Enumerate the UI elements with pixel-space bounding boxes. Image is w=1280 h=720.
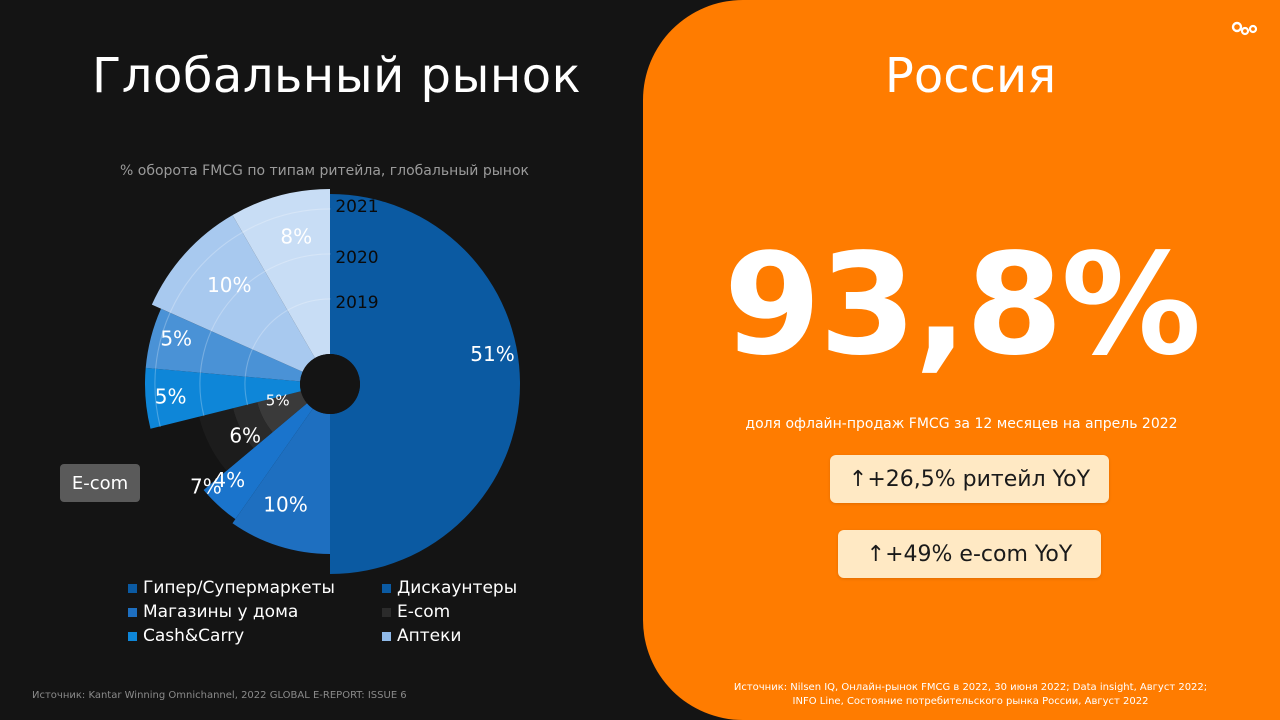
offline-share-caption: доля офлайн-продаж FMCG за 12 месяцев на… [745, 416, 1178, 432]
legend-item-convenience: Магазины у дома [128, 601, 382, 623]
pie-segment [232, 189, 330, 359]
offline-share-value: 93,8% [723, 224, 1202, 387]
ecom-badge: E-com [60, 464, 140, 502]
right-source-line: INFO Line, Состояние потребительского ры… [792, 696, 1149, 707]
year-ring-label: 2019 [335, 293, 378, 313]
chart-legend: Гипер/Супермаркеты Дискаунтеры Магазины … [128, 577, 548, 647]
right-source-line: Источник: Nilsen IQ, Онлайн-рынок FMCG в… [733, 682, 1208, 693]
legend-swatch [128, 631, 137, 641]
right-source-note: Источник: Nilsen IQ, Онлайн-рынок FMCG в… [643, 681, 1280, 709]
pie-segment [203, 403, 313, 520]
ecom-ring-label: 6% [229, 423, 261, 447]
year-ring-label: 2020 [335, 248, 378, 268]
chart-subtitle: % оборота FMCG по типам ритейла, глобаль… [120, 163, 529, 179]
page-title-russia: Россия [884, 48, 1057, 104]
pie-segment-label: 51% [470, 342, 514, 366]
pie-segment-label: 5% [160, 326, 192, 350]
ecom-ring-label: 7% [190, 475, 222, 499]
ecom-ring-segment [199, 408, 254, 471]
brand-logo-icon [1231, 21, 1258, 36]
legend-label: Гипер/Супермаркеты [143, 578, 335, 598]
ecom-ring-label: 5% [266, 391, 290, 409]
legend-item-hyper: Гипер/Супермаркеты [128, 577, 382, 599]
chart-center-hole [300, 354, 360, 414]
pie-segment-label: 5% [155, 384, 187, 408]
year-ring-guide [154, 208, 331, 427]
pie-segment [145, 308, 303, 382]
retail-yoy-chip: ↑+26,5% ритейл YoY [830, 455, 1109, 503]
legend-label: E-com [397, 602, 451, 622]
legend-item-pharmacies: Аптеки [382, 625, 562, 647]
legend-swatch [382, 631, 391, 641]
legend-item-ecom: E-com [382, 601, 562, 623]
legend-label: Дискаунтеры [397, 578, 518, 598]
year-ring-guide [244, 298, 331, 406]
legend-label: Cash&Carry [143, 626, 245, 646]
year-ring-guide [199, 253, 331, 417]
pie-segment [330, 194, 520, 574]
legend-item-discounters: Дискаунтеры [382, 577, 562, 599]
retail-types-rose-chart: 51% 10% 4% 5% 6% 7% 5% 5% 10% 8% 2019 2020 2021 [145, 189, 520, 574]
legend-swatch [128, 607, 137, 617]
page-title-global-market: Глобальный рынок [92, 48, 582, 104]
legend-label: Аптеки [397, 626, 462, 646]
legend-item-cashcarry: Cash&Carry [128, 625, 382, 647]
legend-swatch [382, 583, 391, 593]
russia-panel: Россия 93,8% доля офлайн-продаж FMCG за … [643, 0, 1280, 720]
pie-segment-label: 8% [280, 224, 312, 248]
left-source-note: Источник: Kantar Winning Omnichannel, 20… [32, 690, 407, 701]
ecom-ring-segment [232, 402, 273, 449]
legend-swatch [128, 583, 137, 593]
pie-segment [145, 367, 301, 429]
pie-segment-label: 4% [213, 468, 245, 492]
legend-swatch [382, 607, 391, 617]
pie-segment [232, 408, 330, 554]
pie-segment [151, 215, 315, 372]
legend-label: Магазины у дома [143, 602, 299, 622]
ecom-ring-segment [257, 391, 308, 433]
year-ring-label: 2021 [335, 197, 378, 217]
pie-segment-label: 10% [207, 273, 251, 297]
ecom-yoy-chip: ↑+49% e-com YoY [838, 530, 1101, 578]
pie-segment-label: 10% [263, 493, 307, 517]
